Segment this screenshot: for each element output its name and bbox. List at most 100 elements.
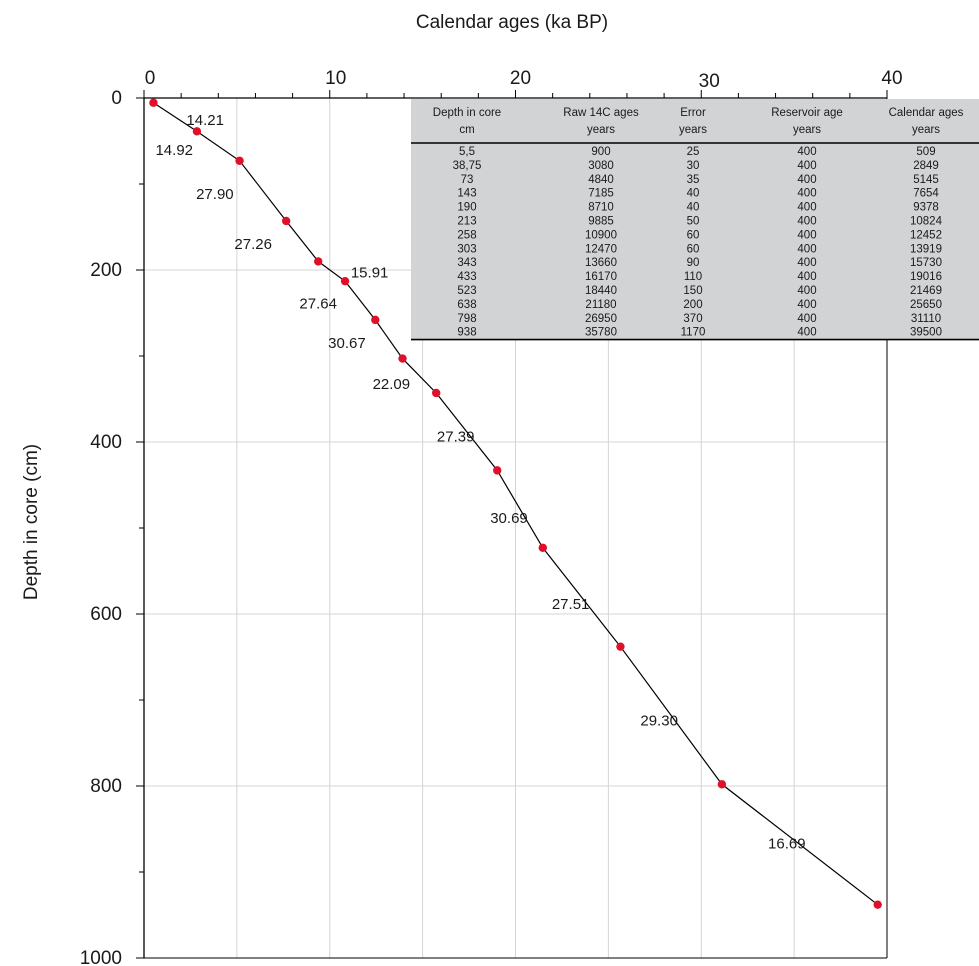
table-cell: 30: [687, 160, 700, 172]
table-cell: 12452: [910, 229, 942, 241]
table-cell: 400: [797, 271, 816, 283]
table-cell: 13660: [585, 257, 617, 269]
x-tick-label: 20: [510, 68, 531, 89]
segment-rate-label: 30.67: [328, 335, 366, 352]
table-cell: 258: [457, 229, 476, 241]
table-header: Calendar ages: [889, 107, 964, 119]
table-cell: 143: [457, 188, 476, 200]
data-point: [192, 127, 202, 136]
table-cell: 400: [797, 146, 816, 158]
table-cell: 638: [457, 299, 476, 311]
table-cell: 150: [683, 285, 702, 297]
table-cell: 938: [457, 327, 476, 339]
segment-rate-label: 29.30: [640, 712, 678, 729]
table-header: Reservoir age: [771, 107, 843, 119]
table-cell: 18440: [585, 285, 617, 297]
table-cell: 400: [797, 216, 816, 228]
segment-rate-label: 16.69: [768, 835, 806, 852]
dated-samples: [149, 98, 882, 909]
table-cell: 400: [797, 202, 816, 214]
y-axis-title: Depth in core (cm): [21, 444, 42, 600]
table-header: Raw 14C ages: [563, 107, 639, 119]
data-point: [340, 276, 350, 286]
table-cell: 400: [797, 243, 816, 255]
table-cell: 509: [916, 146, 935, 158]
y-tick-label: 400: [90, 432, 122, 453]
table-cell: 400: [797, 160, 816, 172]
table-cell: 400: [797, 174, 816, 186]
data-point: [281, 216, 291, 226]
table-cell: 40: [687, 202, 700, 214]
x-axis-title: Calendar ages (ka BP): [416, 12, 608, 33]
table-cell: 200: [683, 299, 702, 311]
radiocarbon-table: Depth in core cm Raw 14C ages years Error yea…: [411, 99, 979, 341]
y-tick-label: 1000: [80, 948, 122, 966]
x-tick-labels: 0 10 20 30 40: [145, 68, 903, 92]
data-point: [149, 98, 158, 107]
y-tick-label: 800: [90, 776, 122, 797]
table-cell: 8710: [588, 202, 614, 214]
table-background: [411, 99, 979, 340]
table-header-unit: years: [912, 124, 940, 136]
table-header-unit: cm: [459, 124, 474, 136]
table-cell: 40: [687, 188, 700, 200]
table-cell: 400: [797, 327, 816, 339]
data-point: [493, 466, 502, 475]
table-cell: 10900: [585, 229, 617, 241]
table-header-unit: years: [793, 124, 821, 136]
table-cell: 400: [797, 299, 816, 311]
table-cell: 400: [797, 257, 816, 269]
table-header-unit: years: [587, 124, 615, 136]
table-cell: 2849: [913, 160, 939, 172]
segment-labels: 14.21 14.92 27.90 27.26 15.91 27.64 30.67 22.09…: [155, 112, 805, 852]
table-cell: 7654: [913, 188, 939, 200]
age-model-line: [153, 102, 879, 906]
data-point: [431, 388, 441, 398]
table-cell: 10824: [910, 216, 943, 228]
segment-rate-label: 27.26: [234, 236, 272, 253]
table-cell: 19016: [910, 271, 942, 283]
data-point: [538, 543, 547, 552]
data-point: [371, 315, 380, 325]
data-point: [717, 780, 727, 789]
segment-rate-label: 27.39: [437, 429, 475, 446]
table-cell: 400: [797, 188, 816, 200]
data-point: [313, 257, 323, 266]
table-cell: 3080: [588, 160, 614, 172]
table-cell: 9378: [913, 202, 939, 214]
segment-rate-label: 14.21: [186, 112, 224, 129]
table-header-unit: years: [679, 124, 707, 136]
table-cell: 7185: [588, 188, 614, 200]
series-line: [153, 102, 879, 906]
table-cell: 213: [457, 216, 476, 228]
table-cell: 13919: [910, 243, 942, 255]
table-cell: 21469: [910, 285, 942, 297]
table-cell: 4840: [588, 174, 614, 186]
table-cell: 900: [591, 146, 610, 158]
table-cell: 21180: [585, 299, 616, 311]
segment-rate-label: 27.90: [196, 186, 234, 203]
table-cell: 38,75: [453, 160, 482, 172]
table-cell: 110: [684, 271, 702, 283]
table-cell: 31110: [911, 313, 941, 325]
table-cell: 25: [687, 146, 700, 158]
table-cell: 90: [687, 257, 700, 269]
table-cell: 12470: [585, 243, 617, 255]
table-cell: 1170: [681, 327, 706, 339]
x-tick-label: 10: [325, 68, 346, 89]
table-cell: 798: [457, 313, 476, 325]
x-tick-label: 0: [145, 68, 156, 89]
table-cell: 35: [687, 174, 700, 186]
segment-rate-label: 22.09: [373, 376, 411, 393]
data-point: [873, 900, 882, 909]
table-cell: 5145: [913, 174, 939, 186]
data-point: [398, 354, 407, 363]
table-cell: 60: [687, 243, 700, 255]
table-cell: 15730: [910, 257, 942, 269]
table-cell: 39500: [910, 327, 942, 339]
y-tick-label: 200: [90, 260, 122, 281]
table-cell: 26950: [585, 313, 617, 325]
table-header: Depth in core: [433, 107, 501, 119]
table-cell: 433: [457, 271, 476, 283]
